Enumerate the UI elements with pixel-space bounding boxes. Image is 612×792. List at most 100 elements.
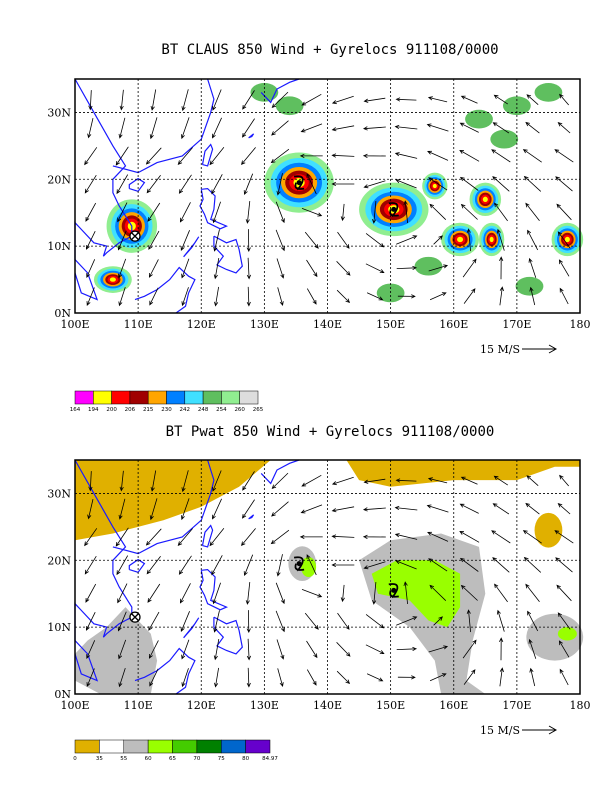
- colorbar-label: 80: [242, 756, 249, 762]
- wind-vector: [301, 474, 322, 487]
- wind-vector: [86, 287, 95, 306]
- wind-vector: [84, 147, 98, 166]
- lon-tick-label: 180: [570, 318, 591, 331]
- wind-vector: [306, 173, 317, 195]
- cloud-streak: [515, 276, 544, 296]
- panel2-colorbar: 0 35 55 60 65 70 75 80 84.97: [73, 739, 278, 762]
- colorbar-swatch: [202, 390, 222, 405]
- wind-vector: [496, 228, 505, 251]
- wind-vector: [181, 89, 189, 112]
- wind-vector: [245, 201, 251, 224]
- colorbar-swatch: [239, 390, 259, 405]
- colorbar-swatch: [184, 390, 204, 405]
- wind-vector: [523, 175, 542, 192]
- cloud-streak: [465, 109, 493, 129]
- wind-vector: [306, 554, 317, 576]
- wind-vector: [427, 531, 449, 542]
- wind-vector: [118, 117, 126, 139]
- wind-vector: [557, 121, 571, 134]
- lon-tick-label: 170E: [502, 699, 531, 712]
- wind-vector: [85, 202, 97, 222]
- wind-vector: [86, 612, 96, 631]
- wind-vector: [429, 292, 447, 301]
- wind-vector: [181, 470, 189, 493]
- wind-vector: [522, 149, 542, 163]
- wind-vector: [145, 528, 162, 546]
- wind-vector: [213, 610, 220, 633]
- lon-tick-label: 180: [570, 699, 591, 712]
- wind-vector: [558, 640, 570, 658]
- wind-vector: [396, 646, 418, 652]
- wind-vector: [116, 555, 129, 576]
- wind-vector: [340, 203, 345, 222]
- wind-vector: [150, 89, 157, 111]
- wind-vector: [179, 202, 191, 223]
- wind-vector: [246, 610, 251, 634]
- lat-tick-label: 30N: [47, 106, 71, 119]
- colorbar-swatch: [147, 739, 173, 754]
- cloud-streak: [414, 256, 443, 276]
- pwat-wet-spot: [557, 627, 577, 641]
- colorbar-swatch: [129, 390, 149, 405]
- colorbar-swatch: [123, 739, 149, 754]
- wind-vector: [118, 498, 126, 520]
- lat-tick-label: 10N: [47, 621, 71, 634]
- wind-vector: [397, 675, 416, 680]
- wind-vector: [362, 126, 386, 131]
- wind-vector: [525, 583, 540, 602]
- coastline: [260, 78, 300, 104]
- wind-vector: [362, 534, 386, 539]
- wind-vector: [246, 286, 251, 307]
- coastline: [112, 78, 215, 174]
- lat-tick-label: 10N: [47, 240, 71, 253]
- wind-vector: [427, 150, 449, 161]
- wind-vector: [363, 97, 386, 103]
- colorbar-swatch: [166, 390, 186, 405]
- wind-vector: [245, 582, 251, 605]
- wind-vector: [492, 122, 510, 134]
- cloud-top-contour: [489, 236, 494, 243]
- wind-vector: [299, 153, 323, 158]
- lon-tick-label: 110E: [124, 699, 153, 712]
- wind-vector: [241, 118, 255, 138]
- cloud-top-contour: [482, 196, 488, 203]
- wind-vector: [275, 610, 285, 633]
- wind-vector: [213, 639, 220, 661]
- panel2-reference-arrow: [522, 725, 558, 735]
- wind-vector: [276, 258, 285, 279]
- wind-vector: [337, 231, 350, 249]
- panel1-frame: [74, 78, 581, 314]
- wind-vector: [363, 561, 386, 570]
- wind-vector: [557, 612, 571, 630]
- wind-vector: [492, 557, 510, 573]
- panel1-colorbar: 164 194 200 206 215 230 242 248 254 260 265: [70, 390, 264, 413]
- wind-vector: [117, 202, 128, 223]
- coastline: [213, 235, 243, 274]
- panel1-map: [74, 78, 584, 314]
- wind-vector: [213, 258, 220, 280]
- wind-vector: [397, 294, 416, 299]
- wind-vector: [366, 292, 384, 301]
- wind-vector: [306, 259, 318, 278]
- pwat-dry-region: [75, 460, 271, 541]
- wind-vector: [177, 528, 193, 547]
- wind-vector: [88, 471, 93, 492]
- wind-vector: [181, 287, 189, 307]
- coastline: [201, 143, 214, 167]
- lon-tick-label: 100E: [60, 699, 89, 712]
- wind-vector: [149, 117, 158, 140]
- typhoon-center: [391, 587, 397, 593]
- wind-vector: [212, 498, 222, 520]
- wind-vector: [403, 581, 408, 605]
- wind-vector: [429, 584, 447, 601]
- wind-vector: [86, 259, 96, 278]
- coastline: [201, 524, 214, 548]
- lat-tick-label: 0N: [54, 688, 71, 701]
- wind-vector: [394, 533, 418, 540]
- colorbar-swatch: [196, 739, 222, 754]
- wind-vector: [460, 95, 478, 104]
- wind-vector: [271, 91, 289, 109]
- wind-vector: [340, 584, 345, 603]
- colorbar-label: 260: [234, 407, 245, 413]
- typhoon-symbol: [388, 202, 399, 218]
